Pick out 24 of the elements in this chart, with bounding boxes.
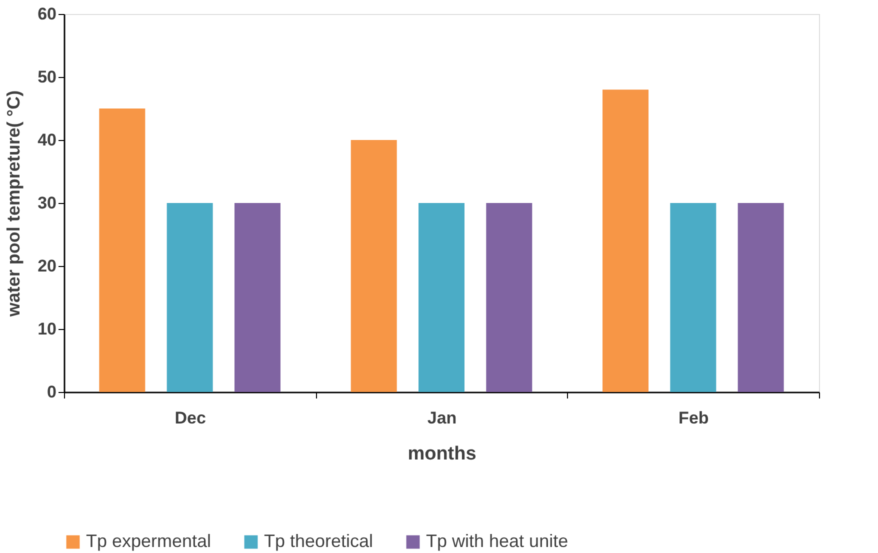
legend-label: Tp with heat unite xyxy=(426,531,568,551)
bar xyxy=(738,203,784,392)
legend-label: Tp theoretical xyxy=(264,531,374,551)
bar xyxy=(166,203,213,392)
legend-label: Tp expermental xyxy=(86,531,212,551)
bar xyxy=(670,203,716,392)
bar xyxy=(418,203,464,392)
y-tick-label: 60 xyxy=(38,4,56,24)
bar xyxy=(99,108,146,392)
bar xyxy=(602,90,649,392)
y-tick-label: 0 xyxy=(47,382,56,402)
bar xyxy=(350,140,397,392)
y-tick-label: 20 xyxy=(38,256,56,276)
bar xyxy=(234,203,280,392)
x-tick-label: Jan xyxy=(427,408,457,428)
y-tick-label: 40 xyxy=(38,130,56,150)
y-tick-label: 30 xyxy=(38,194,56,212)
y-axis-title: water pool tempreture( °C) xyxy=(4,90,24,318)
bar xyxy=(486,203,532,392)
x-tick-label: Dec xyxy=(174,408,206,428)
y-tick-label: 10 xyxy=(38,320,56,338)
y-tick-label: 50 xyxy=(38,68,56,86)
x-axis-title: months xyxy=(408,444,476,464)
x-tick-label: Feb xyxy=(678,408,709,428)
